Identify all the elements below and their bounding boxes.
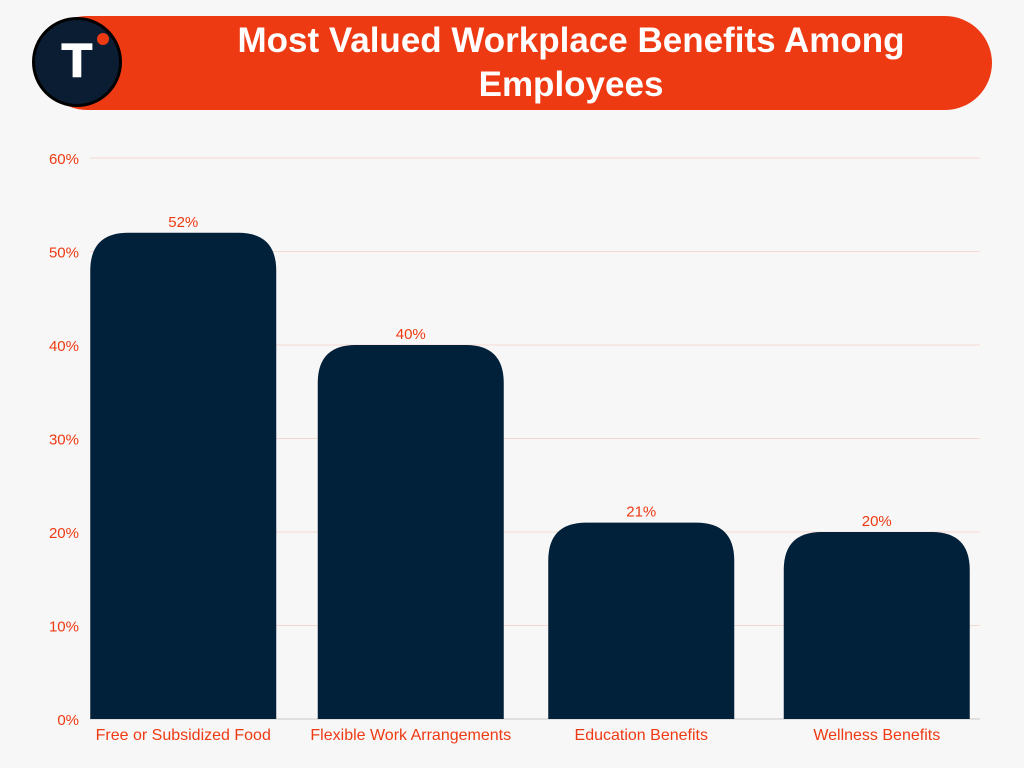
x-tick-label: Free or Subsidized Food xyxy=(96,727,271,744)
bars xyxy=(90,232,970,720)
bar xyxy=(317,345,504,719)
y-tick-label: 30% xyxy=(49,432,79,449)
x-axis-labels: Free or Subsidized Food Flexible Work Arr… xyxy=(96,727,941,744)
bar xyxy=(783,532,970,719)
y-tick-label: 50% xyxy=(49,245,79,262)
data-label: 20% xyxy=(862,513,892,530)
data-labels: 52% 40% 21% 20% xyxy=(168,214,892,530)
y-tick-label: 60% xyxy=(49,151,79,168)
bar xyxy=(548,522,735,719)
x-tick-label: Flexible Work Arrangements xyxy=(310,727,511,744)
logo-letter: T xyxy=(61,34,93,88)
x-tick-label: Education Benefits xyxy=(575,727,708,744)
y-axis-ticks: 0% 10% 20% 30% 40% 50% 60% xyxy=(49,151,79,729)
bar xyxy=(90,232,277,720)
data-label: 52% xyxy=(168,214,198,231)
chart-title: Most Valued Workplace Benefits Among Emp… xyxy=(237,21,905,104)
y-tick-label: 20% xyxy=(49,525,79,542)
y-tick-label: 0% xyxy=(57,712,79,729)
data-label: 40% xyxy=(396,326,426,343)
logo-dot xyxy=(97,33,109,45)
title-banner: Most Valued Workplace Benefits Among Emp… xyxy=(40,16,992,110)
y-tick-label: 40% xyxy=(49,338,79,355)
data-label: 21% xyxy=(626,504,656,521)
x-tick-label: Wellness Benefits xyxy=(813,727,940,744)
y-tick-label: 10% xyxy=(49,619,79,636)
logo: T xyxy=(32,17,122,107)
